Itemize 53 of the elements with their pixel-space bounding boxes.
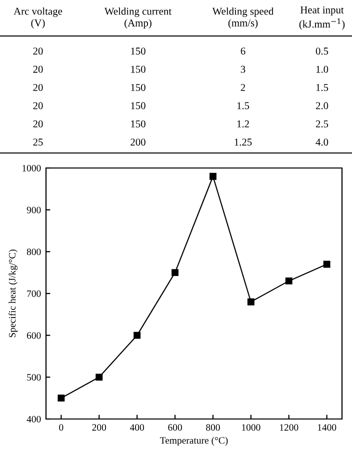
text: Heat input (kJ.mm$^{−1}$) [299,6,345,30]
text: 20 [33,120,43,128]
text: 1.2 [237,120,249,128]
x-tick-label: 0 [59,424,64,431]
y-tick-label: 400 [26,416,41,422]
text: 1.5 [237,102,250,110]
point [134,332,141,339]
text: 150 [131,48,146,55]
text: 150 [131,102,146,110]
text: 200 [130,138,146,146]
y-tick-label: 700 [27,290,41,297]
text: 25 [33,138,43,146]
point [58,394,65,402]
y-axis-title: Specific heat (J/kg/°C) [8,250,18,338]
x-tick-label: 200 [92,424,106,431]
text: 20 [33,48,43,55]
text: 2.5 [316,120,328,128]
text: 2.0 [316,102,328,110]
text: Welding speed (mm/s) [212,7,274,29]
point [247,298,254,306]
y-tick-label: 500 [27,374,41,381]
text: 6 [240,48,246,55]
y-tick-label: 600 [26,332,41,339]
text: 0.5 [316,48,328,55]
text: 150 [131,120,146,128]
point [285,277,292,284]
text: 20 [33,102,43,110]
text: 150 [131,84,146,92]
y-tick-label: 900 [26,206,41,214]
x-tick-label: 1400 [318,424,336,431]
y-tick-label: 800 [26,248,41,256]
x-tick-label: 800 [206,424,220,431]
point [210,172,216,180]
point [96,374,103,381]
text: 150 [131,66,146,73]
point [323,260,330,268]
x-tick-label: 1000 [242,424,260,431]
text: 4.0 [316,138,328,146]
text: Arc voltage (V) [14,7,62,29]
text: 20 [33,66,43,73]
point [172,269,178,276]
text: 2 [240,84,246,91]
y-tick-label: 1000 [22,164,41,172]
x-tick-label: 1200 [280,424,298,431]
text: 20 [33,84,43,92]
text: 3 [240,66,246,73]
text: Welding current (Amp) [104,7,172,29]
x-axis-title: Temperature (°C) [160,436,228,446]
text: 1.5 [316,84,328,92]
x-tick-label: 600 [168,424,182,431]
text: 1.25 [234,138,252,146]
text: 1.0 [316,66,328,73]
x-tick-label: 400 [130,424,144,431]
